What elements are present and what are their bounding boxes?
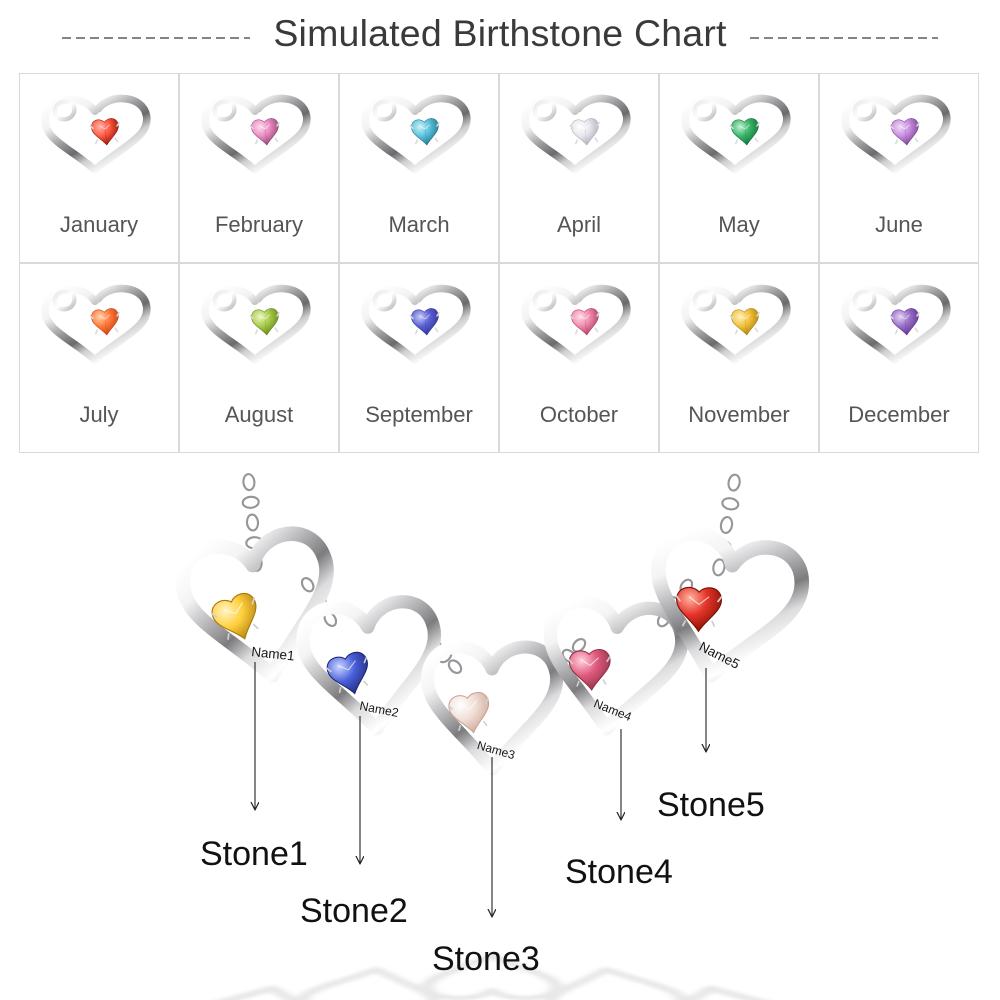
svg-text:Stone3: Stone3: [432, 940, 540, 978]
svg-text:Stone1: Stone1: [200, 835, 308, 873]
svg-text:Stone5: Stone5: [657, 786, 765, 824]
svg-text:Stone2: Stone2: [300, 892, 408, 930]
svg-text:Simulated Birthstone Chart: Simulated Birthstone Chart: [273, 12, 727, 54]
svg-text:Stone4: Stone4: [565, 853, 673, 891]
